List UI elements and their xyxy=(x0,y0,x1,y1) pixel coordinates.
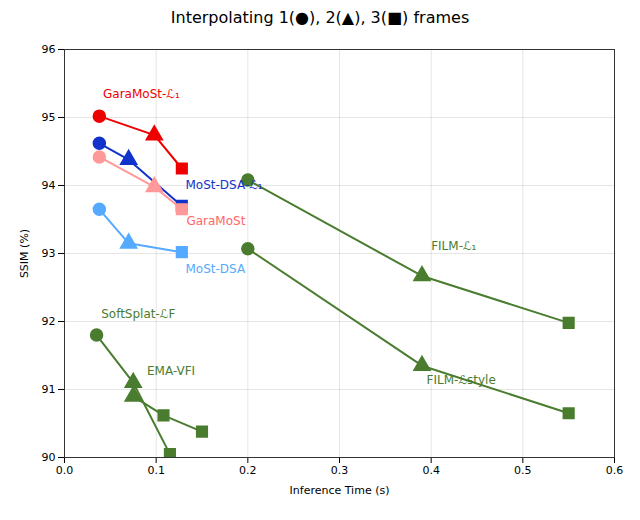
svg-text:0.2: 0.2 xyxy=(239,464,256,477)
svg-text:SSIM (%): SSIM (%) xyxy=(18,229,31,278)
svg-text:94: 94 xyxy=(42,179,56,192)
svg-text:0.6: 0.6 xyxy=(606,464,624,477)
svg-text:MoSt-DSA-ℒ₁: MoSt-DSA-ℒ₁ xyxy=(186,178,263,192)
svg-text:90: 90 xyxy=(42,451,56,464)
svg-text:92: 92 xyxy=(42,315,56,328)
svg-text:0.1: 0.1 xyxy=(147,464,165,477)
svg-text:FILM-ℒstyle: FILM-ℒstyle xyxy=(427,373,496,387)
svg-text:0.5: 0.5 xyxy=(514,464,532,477)
svg-text:93: 93 xyxy=(42,247,56,260)
svg-text:96: 96 xyxy=(42,43,56,56)
svg-text:EMA-VFI: EMA-VFI xyxy=(147,364,195,378)
svg-text:0.4: 0.4 xyxy=(422,464,440,477)
svg-text:SoftSplat-ℒF: SoftSplat-ℒF xyxy=(101,307,175,321)
svg-text:FILM-ℒ₁: FILM-ℒ₁ xyxy=(431,239,476,253)
svg-text:MoSt-DSA: MoSt-DSA xyxy=(186,262,246,276)
svg-text:95: 95 xyxy=(42,111,56,124)
svg-text:0.0: 0.0 xyxy=(56,464,74,477)
svg-text:0.3: 0.3 xyxy=(331,464,349,477)
html-text:Interpolating 1(●), 2(▲), 3(■): Interpolating 1(●), 2(▲), 3(■) frames xyxy=(170,8,470,27)
svg-text:GaraMoSt-ℒ₁: GaraMoSt-ℒ₁ xyxy=(103,87,180,101)
svg-text:91: 91 xyxy=(42,383,56,396)
svg-text:GaraMoSt: GaraMoSt xyxy=(186,214,245,228)
svg-text:Inference Time (s): Inference Time (s) xyxy=(290,484,390,497)
